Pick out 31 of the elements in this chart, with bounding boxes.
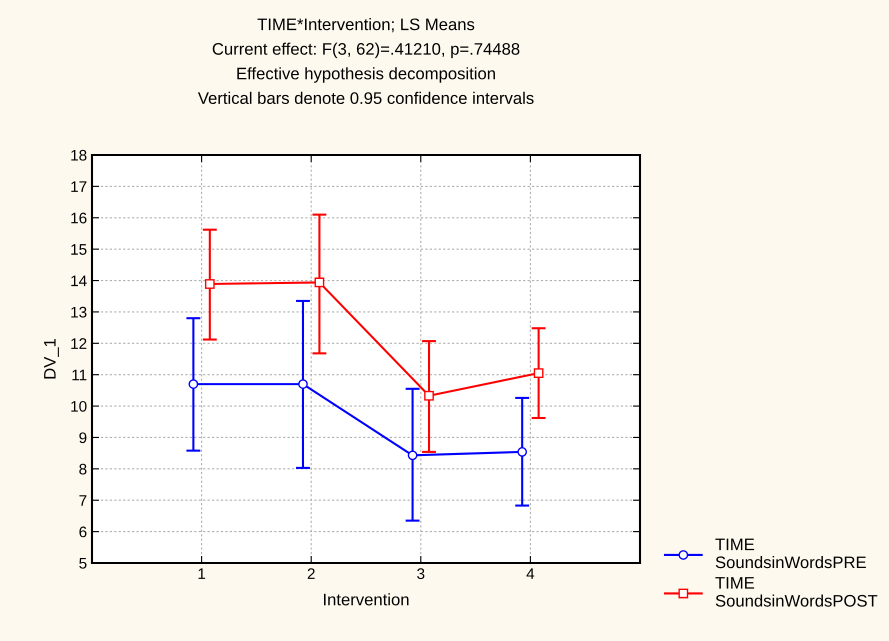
y-tick-label: 10 (71, 400, 87, 412)
y-tick-label: 9 (79, 432, 86, 444)
x-tick-label: 2 (308, 568, 315, 579)
point (298, 379, 308, 389)
y-tick-label: 5 (79, 558, 86, 569)
y-tick-label: 18 (71, 150, 86, 161)
y-tick-label: 7 (79, 495, 86, 506)
point (424, 390, 434, 401)
point (204, 279, 215, 289)
y-tick-label: 12 (71, 338, 86, 349)
x-tick-label: 1 (198, 568, 206, 579)
y-tick-label: 13 (71, 306, 86, 318)
y-tick-label: 16 (71, 212, 86, 224)
point (314, 278, 324, 288)
y-tick-label: 8 (79, 464, 86, 475)
x-tick-label: 3 (417, 568, 424, 580)
y-tick-label: 14 (71, 276, 87, 286)
point (188, 379, 198, 389)
x-axis-title: Intervention (324, 593, 408, 606)
legend-label: TIME SoundsinWordsPOST (715, 577, 878, 607)
y-axis-title: DV_1 (44, 338, 59, 378)
y-tick-label: 17 (71, 181, 86, 192)
x-tick-label: 4 (526, 568, 534, 579)
y-tick-label: 6 (79, 526, 86, 538)
chart-title: TIME*Intervention; LS Means Current effect: F(3, 62)=.41210, p=.74488 Effective hypothesis decomposition Vertical bars denote 0.95 confidence intervals (198, 18, 534, 104)
y-tick-label: 11 (72, 370, 86, 380)
legend-label: TIME SoundsinWordsPRE (715, 538, 866, 568)
point (534, 368, 544, 378)
point (408, 450, 418, 460)
y-tick-label: 15 (71, 244, 86, 255)
point (517, 447, 528, 457)
